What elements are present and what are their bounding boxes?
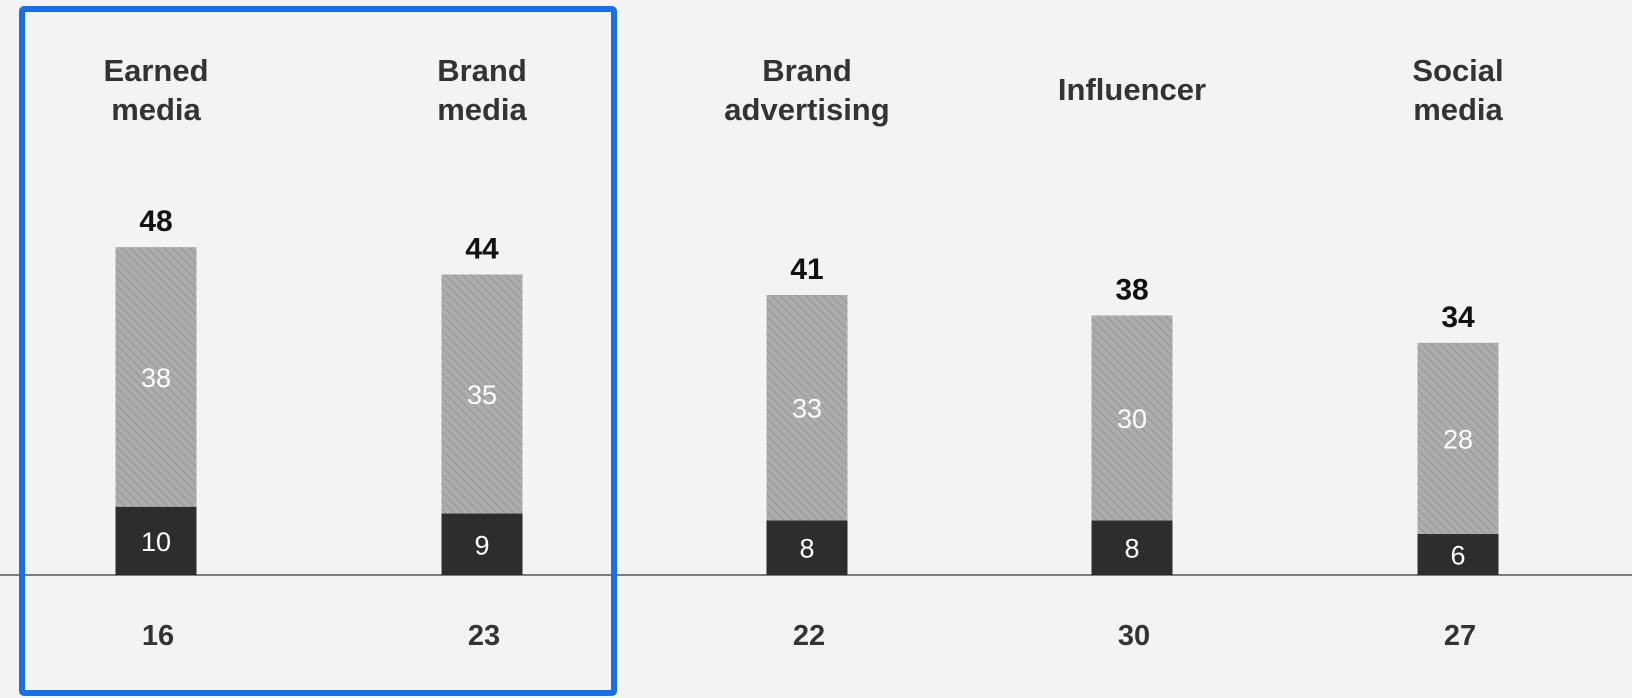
category-label: Social media — [1412, 53, 1504, 127]
bar-top-segment — [1091, 315, 1173, 521]
bar-bottom-label: 8 — [1124, 534, 1139, 564]
bar-bottom-segment — [1091, 520, 1173, 575]
bar-total-label: 48 — [139, 205, 172, 238]
category-label: Brand media — [437, 53, 527, 127]
bottom-value: 22 — [792, 620, 826, 652]
bar-top-label: 30 — [1117, 404, 1147, 434]
category-label: Earned media — [103, 53, 209, 127]
bottom-value: 30 — [1117, 620, 1151, 652]
bar-total-label: 34 — [1441, 301, 1475, 334]
bar-bottom-segment — [1417, 534, 1499, 575]
bar-bottom-segment — [115, 506, 197, 575]
bar-top-segment — [1417, 342, 1499, 535]
bottom-value: 27 — [1443, 620, 1477, 652]
bar-bottom-segment — [766, 520, 848, 575]
bar-top-label: 38 — [141, 363, 171, 393]
bar-total-label: 38 — [1115, 273, 1148, 306]
bar-top-label: 33 — [792, 394, 822, 424]
bar-bottom-segment — [441, 513, 523, 575]
category-label: Influencer — [1057, 72, 1207, 107]
bar-bottom-label: 6 — [1450, 541, 1465, 571]
bar-bottom-label: 9 — [474, 530, 489, 560]
bar-top-segment — [766, 294, 848, 521]
bar-top-label: 28 — [1443, 424, 1473, 454]
bar-top-label: 35 — [467, 380, 497, 410]
bar-bottom-label: 10 — [141, 527, 171, 557]
bar-total-label: 44 — [465, 232, 499, 265]
bar-total-label: 41 — [790, 253, 823, 286]
bottom-value: 16 — [141, 620, 175, 652]
bottom-value: 23 — [467, 620, 501, 652]
category-label: Brand advertising — [724, 53, 890, 127]
bar-top-segment — [115, 247, 197, 507]
bar-top-segment — [441, 274, 523, 514]
bar-bottom-label: 8 — [799, 534, 814, 564]
